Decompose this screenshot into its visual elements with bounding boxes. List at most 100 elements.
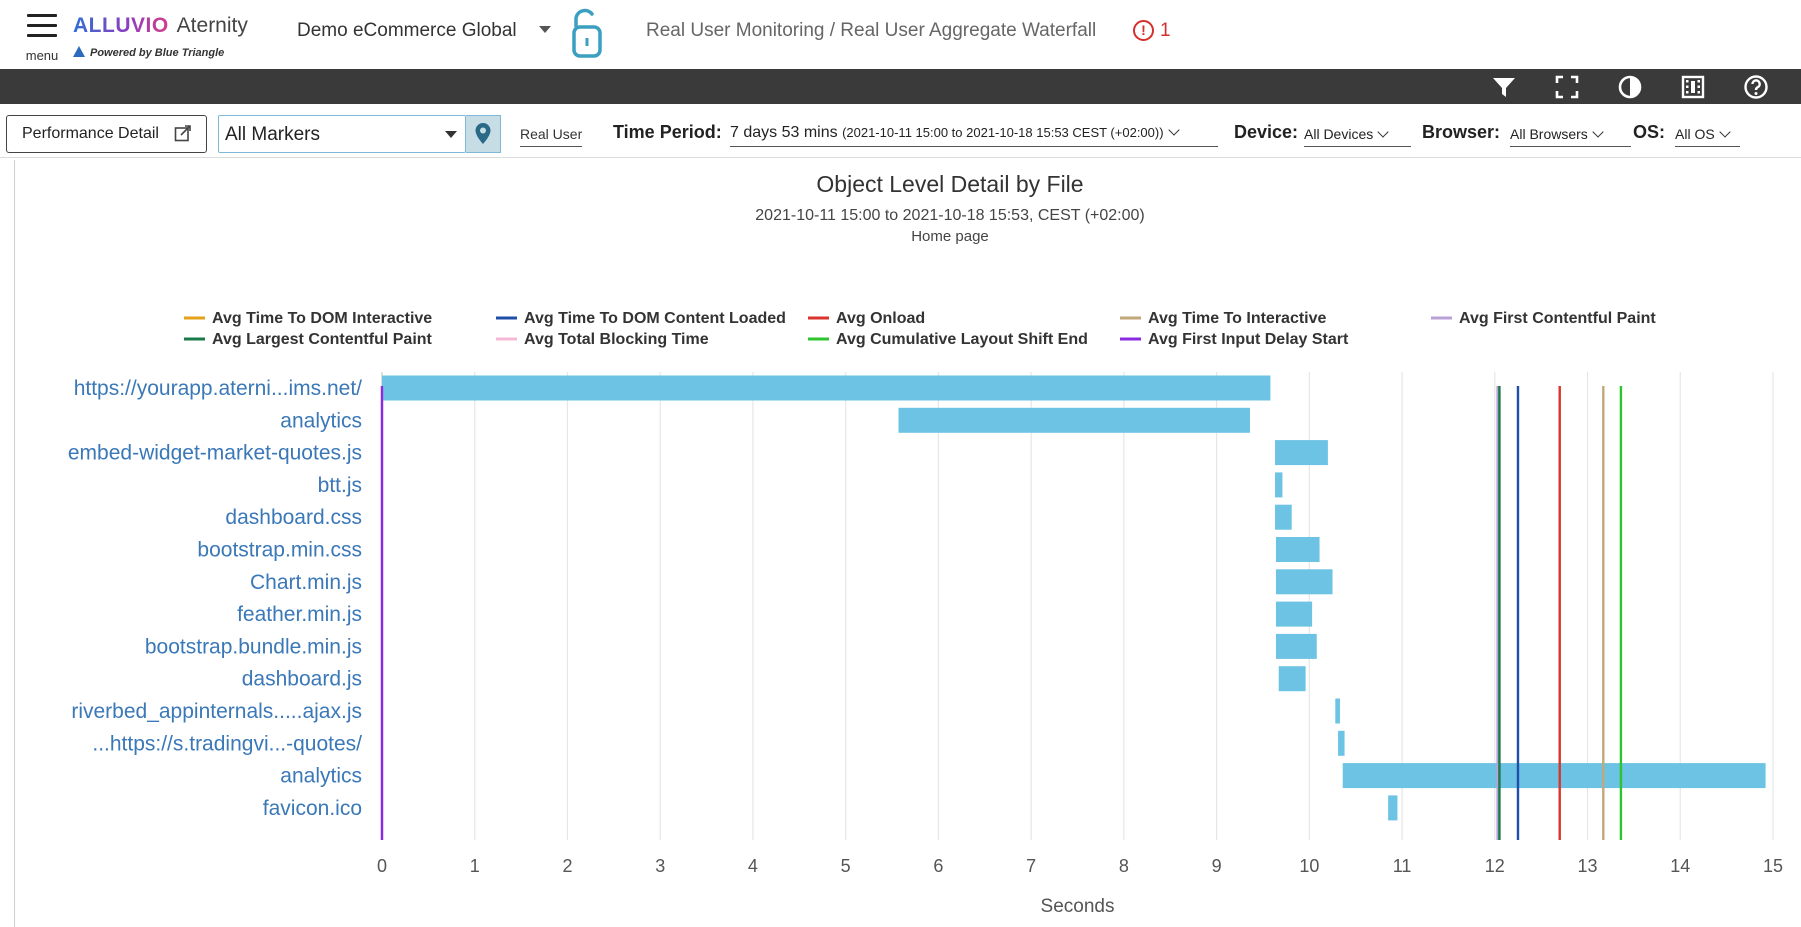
- device-label: Device:: [1234, 122, 1299, 142]
- x-tick-label: 5: [841, 856, 851, 876]
- performance-detail-button[interactable]: Performance Detail: [6, 115, 207, 153]
- x-tick-label: 9: [1212, 856, 1222, 876]
- x-tick-label: 0: [377, 856, 387, 876]
- hamburger-icon: [27, 14, 57, 17]
- video-icon[interactable]: [1679, 73, 1707, 101]
- alert-indicator[interactable]: ! 1: [1133, 20, 1171, 42]
- brand-logo[interactable]: ALLUVIO Aternity Powered by Blue Triangle: [73, 14, 273, 64]
- y-category-label: favicon.ico: [263, 797, 362, 820]
- chevron-down-icon: [1167, 124, 1180, 136]
- legend-item: Avg Largest Contentful Paint: [212, 331, 433, 348]
- legend-item: Avg Onload: [836, 310, 925, 327]
- waterfall-bar: [1275, 472, 1283, 498]
- performance-detail-label: Performance Detail: [22, 125, 159, 142]
- x-tick-label: 1: [470, 856, 480, 876]
- y-category-label: analytics: [280, 765, 362, 788]
- legend-item: Avg Total Blocking Time: [524, 331, 709, 348]
- brand-name: ALLUVIO: [73, 14, 169, 37]
- toolbar: [0, 69, 1801, 104]
- y-category-label: bootstrap.bundle.min.js: [145, 635, 362, 658]
- browser-label: Browser:: [1422, 122, 1501, 142]
- x-tick-label: 12: [1485, 856, 1505, 876]
- menu-button[interactable]: menu: [22, 14, 62, 64]
- x-tick-label: 8: [1119, 856, 1129, 876]
- browser-select[interactable]: All Browsers: [1510, 126, 1631, 147]
- chevron-down-icon: [538, 26, 551, 33]
- powered-by: Powered by Blue Triangle: [73, 46, 224, 59]
- app-name: Demo eCommerce Global: [297, 20, 517, 41]
- y-category-label: analytics: [280, 409, 362, 432]
- time-period-label: Time Period:: [613, 122, 722, 142]
- x-tick-label: 4: [748, 856, 758, 876]
- alert-count: 1: [1160, 20, 1171, 41]
- browser-value: All Browsers: [1510, 126, 1588, 142]
- waterfall-bar: [1275, 601, 1313, 627]
- waterfall-bar: [1275, 504, 1292, 530]
- external-link-icon: [174, 125, 191, 142]
- chevron-down-icon: [1719, 126, 1731, 138]
- filter-icon[interactable]: [1490, 73, 1518, 101]
- menu-label: menu: [25, 48, 59, 63]
- top-header: menu ALLUVIO Aternity Powered by Blue Tri…: [0, 0, 1801, 69]
- y-category-label: https://yourapp.aterni...ims.net/: [74, 377, 362, 400]
- x-tick-label: 7: [1026, 856, 1036, 876]
- legend-item: Avg First Input Delay Start: [1148, 331, 1349, 348]
- time-period-value: 7 days 53 mins: [730, 124, 838, 141]
- marker-pin-button[interactable]: [466, 115, 501, 153]
- waterfall-bar: [1275, 569, 1333, 595]
- filter-bar: Performance Detail All Markers Real User…: [0, 104, 1801, 158]
- y-category-label: feather.min.js: [237, 603, 362, 626]
- chevron-down-icon: [445, 131, 457, 138]
- real-user-select[interactable]: Real User: [520, 126, 583, 147]
- blue-triangle-icon: [73, 46, 85, 57]
- help-icon[interactable]: [1742, 73, 1770, 101]
- y-category-label: bootstrap.min.css: [197, 539, 362, 562]
- waterfall-bar: [1275, 537, 1320, 562]
- time-period-range: (2021-10-11 15:00 to 2021-10-18 15:53 CE…: [842, 125, 1164, 140]
- x-tick-label: 6: [933, 856, 943, 876]
- waterfall-bar: [382, 375, 1271, 401]
- os-select[interactable]: All OS: [1675, 126, 1740, 147]
- y-category-label: btt.js: [318, 474, 362, 497]
- alert-icon: !: [1133, 20, 1154, 41]
- breadcrumb: Real User Monitoring / Real User Aggrega…: [646, 20, 1097, 41]
- marker-select[interactable]: All Markers: [218, 115, 466, 153]
- chart-subtitle-page: Home page: [911, 228, 989, 245]
- chart-title: Object Level Detail by File: [816, 171, 1084, 197]
- waterfall-bar: [1275, 633, 1317, 659]
- time-period-select[interactable]: 7 days 53 mins (2021-10-11 15:00 to 2021…: [730, 124, 1218, 147]
- y-category-label: dashboard.js: [242, 668, 362, 691]
- unlock-icon[interactable]: [568, 8, 608, 60]
- device-value: All Devices: [1304, 126, 1374, 142]
- device-select[interactable]: All Devices: [1304, 126, 1411, 147]
- brand-product: Aternity: [176, 14, 248, 37]
- chevron-down-icon: [1377, 126, 1389, 138]
- x-tick-label: 3: [655, 856, 665, 876]
- os-value: All OS: [1675, 126, 1715, 142]
- waterfall-bar: [1342, 763, 1766, 789]
- contrast-icon[interactable]: [1616, 73, 1644, 101]
- os-label: OS:: [1633, 122, 1666, 142]
- legend-item: Avg Time To DOM Content Loaded: [524, 310, 786, 327]
- marker-select-value: All Markers: [225, 124, 321, 145]
- fullscreen-icon[interactable]: [1553, 73, 1581, 101]
- y-category-label: riverbed_appinternals.....ajax.js: [71, 700, 362, 723]
- x-tick-label: 11: [1393, 856, 1412, 876]
- y-category-label: embed-widget-market-quotes.js: [68, 442, 362, 465]
- waterfall-bar: [1278, 666, 1306, 692]
- waterfall-bar: [1275, 440, 1328, 466]
- y-category-label: Chart.min.js: [250, 571, 362, 594]
- legend-item: Avg Time To Interactive: [1148, 310, 1327, 327]
- x-tick-label: 15: [1763, 856, 1783, 876]
- legend-item: Avg Cumulative Layout Shift End: [836, 331, 1088, 348]
- x-tick-label: 13: [1578, 856, 1598, 876]
- x-tick-label: 10: [1299, 856, 1319, 876]
- hamburger-icon-line: [27, 24, 57, 27]
- chart-subtitle: 2021-10-11 15:00 to 2021-10-18 15:53, CE…: [755, 207, 1145, 224]
- waterfall-bar: [898, 407, 1250, 433]
- x-tick-label: 2: [562, 856, 572, 876]
- chevron-down-icon: [1592, 126, 1604, 138]
- waterfall-bar: [1388, 795, 1398, 821]
- app-select[interactable]: Demo eCommerce Global: [297, 20, 551, 42]
- y-category-label: ...https://s.tradingvi...-quotes/: [92, 732, 362, 755]
